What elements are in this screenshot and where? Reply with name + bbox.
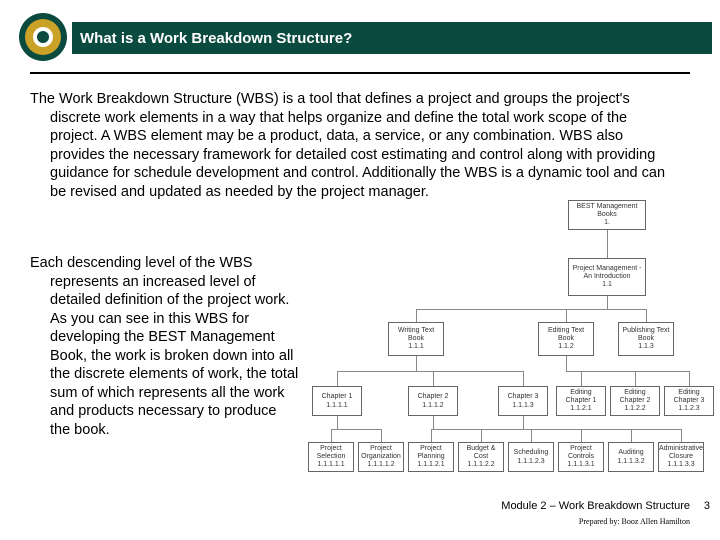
wbs-connector [337, 371, 416, 372]
wbs-connector [631, 429, 632, 442]
wbs-node: Administrative Closure1.1.1.3.3 [658, 442, 704, 472]
wbs-node: Budget & Cost1.1.1.2.2 [458, 442, 504, 472]
wbs-connector [431, 429, 432, 442]
wbs-connector [433, 416, 434, 429]
wbs-node: Chapter 11.1.1.1 [312, 386, 362, 416]
wbs-connector [381, 429, 382, 442]
wbs-connector [566, 356, 567, 371]
wbs-connector [337, 371, 338, 386]
wbs-node: Chapter 31.1.1.3 [498, 386, 548, 416]
wbs-node: Chapter 21.1.1.2 [408, 386, 458, 416]
wbs-connector [337, 429, 381, 430]
paragraph-1: The Work Breakdown Structure (WBS) is a … [30, 90, 670, 201]
wbs-node: Scheduling1.1.1.2.3 [508, 442, 554, 472]
wbs-connector [416, 356, 417, 371]
page-number: 3 [704, 500, 710, 512]
wbs-diagram: BEST Management Books1. Project Managemen… [308, 194, 706, 494]
wbs-connector [607, 309, 646, 310]
wbs-connector [416, 371, 523, 372]
wbs-node: Editing Chapter 31.1.2.3 [664, 386, 714, 416]
slide-header: What is a Work Breakdown Structure? [72, 22, 712, 54]
wbs-connector [646, 309, 647, 322]
wbs-node: Project Selection1.1.1.1.1 [308, 442, 354, 472]
wbs-connector [566, 309, 607, 310]
wbs-node: Project Management - An Introduction1.1 [568, 258, 646, 296]
wbs-node: Editing Chapter 21.1.2.2 [610, 386, 660, 416]
wbs-connector [581, 371, 582, 386]
wbs-node: BEST Management Books1. [568, 200, 646, 230]
wbs-connector [337, 416, 338, 429]
wbs-connector [607, 244, 608, 258]
wbs-connector [531, 429, 532, 442]
wbs-connector [566, 371, 689, 372]
department-seal-icon [18, 12, 68, 62]
wbs-connector [635, 371, 636, 386]
footer-prepared: Prepared by: Booz Allen Hamilton [579, 517, 690, 526]
wbs-connector [523, 416, 524, 429]
wbs-connector [523, 429, 681, 430]
paragraph-2: Each descending level of the WBS represe… [30, 254, 300, 439]
wbs-connector [416, 309, 417, 322]
wbs-node: Project Organization1.1.1.1.2 [358, 442, 404, 472]
wbs-connector [566, 309, 567, 322]
wbs-node: Publishing Text Book1.1.3 [618, 322, 674, 356]
wbs-connector [581, 429, 582, 442]
wbs-node: Project Controls1.1.1.3.1 [558, 442, 604, 472]
wbs-connector [433, 429, 531, 430]
wbs-connector [607, 296, 608, 309]
slide-title: What is a Work Breakdown Structure? [80, 30, 352, 47]
footer-module: Module 2 – Work Breakdown Structure [501, 500, 690, 512]
wbs-node: Project Planning1.1.1.2.1 [408, 442, 454, 472]
wbs-connector [331, 429, 332, 442]
header-underline [30, 72, 690, 74]
wbs-node: Writing Text Book1.1.1 [388, 322, 444, 356]
wbs-node: Auditing1.1.1.3.2 [608, 442, 654, 472]
wbs-node: Editing Text Book1.1.2 [538, 322, 594, 356]
wbs-connector [481, 429, 482, 442]
wbs-connector [681, 429, 682, 442]
wbs-connector [433, 371, 434, 386]
wbs-connector [607, 230, 608, 244]
wbs-node: Editing Chapter 11.1.2.1 [556, 386, 606, 416]
wbs-connector [689, 371, 690, 386]
wbs-connector [523, 371, 524, 386]
